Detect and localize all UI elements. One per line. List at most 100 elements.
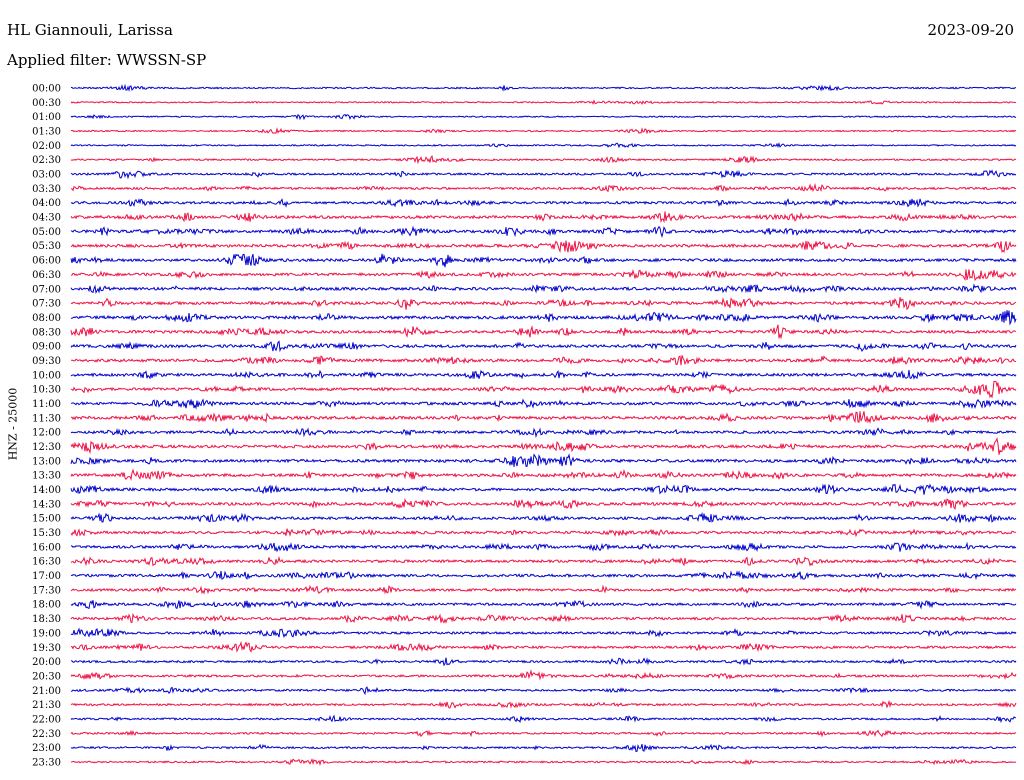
time-label: 18:00: [32, 600, 61, 611]
time-label: 05:30: [32, 241, 61, 252]
trace-line: [70, 437, 1017, 455]
time-label: 17:30: [32, 585, 61, 596]
trace-line: [70, 528, 1017, 538]
trace-line: [70, 669, 1017, 681]
trace-line: [70, 268, 1017, 282]
time-label: 06:00: [32, 256, 61, 267]
time-label: 14:30: [32, 499, 61, 510]
trace-line: [70, 182, 1016, 193]
time-label: 18:30: [32, 614, 61, 625]
time-label: 06:30: [32, 270, 61, 281]
trace-line: [70, 714, 1017, 724]
time-label: 09:30: [32, 356, 61, 367]
trace-line: [70, 211, 1017, 224]
trace-line: [70, 612, 1017, 624]
trace-line: [70, 599, 1017, 610]
time-label: 16:00: [32, 542, 61, 553]
time-label: 13:00: [32, 456, 61, 467]
trace-line: [70, 640, 1017, 653]
time-label: 11:00: [32, 399, 61, 410]
trace-line: [70, 483, 1017, 495]
trace-line: [70, 253, 1017, 268]
time-label: 20:30: [32, 671, 61, 682]
trace-line: [70, 340, 1017, 353]
trace-line: [70, 627, 1017, 639]
trace-line: [70, 657, 1017, 667]
time-label: 13:30: [32, 471, 61, 482]
time-label: 02:30: [32, 155, 61, 166]
time-label: 21:00: [32, 686, 61, 697]
trace-line: [70, 83, 1017, 92]
time-label: 15:30: [32, 528, 61, 539]
trace-line: [70, 758, 1016, 767]
time-label: 01:00: [32, 112, 61, 123]
time-label: 03:00: [32, 170, 61, 181]
date-label: 2023-09-20: [927, 21, 1014, 39]
time-label: 19:00: [32, 628, 61, 639]
trace-line: [71, 411, 1017, 425]
time-label: 00:00: [32, 84, 61, 95]
time-label: 09:00: [32, 342, 61, 353]
time-label: 04:00: [32, 198, 61, 209]
time-label: 19:30: [32, 643, 61, 654]
time-label: 10:30: [32, 385, 61, 396]
time-label: 01:30: [32, 127, 61, 138]
time-label: 14:00: [32, 485, 61, 496]
time-label: 15:00: [32, 514, 61, 525]
trace-line: [70, 198, 1017, 208]
trace-line: [70, 453, 1017, 467]
trace-line: [70, 283, 1017, 295]
time-label: 00:30: [32, 98, 61, 109]
trace-line: [70, 324, 1017, 340]
time-label: 05:00: [32, 227, 61, 238]
time-label: 07:00: [32, 284, 61, 295]
trace-line: [70, 511, 1017, 523]
trace-line: [70, 142, 1017, 149]
trace-line: [70, 686, 1017, 696]
trace-line: [70, 297, 1017, 311]
time-label: 11:30: [32, 413, 61, 424]
time-label: 12:30: [32, 442, 61, 453]
time-label: 04:30: [32, 213, 61, 224]
filter-label: Applied filter: WWSSN-SP: [7, 51, 207, 69]
time-label: 17:00: [32, 571, 61, 582]
time-label: 02:00: [32, 141, 61, 152]
trace-line: [70, 169, 1017, 180]
trace-line: [70, 584, 1017, 595]
trace-line: [70, 468, 1017, 481]
trace-line: [70, 225, 1016, 239]
time-label: 20:00: [32, 657, 61, 668]
trace-line: [70, 113, 1017, 121]
trace-line: [70, 155, 1017, 165]
trace-line: [70, 380, 1017, 399]
time-label: 21:30: [32, 700, 61, 711]
time-label: 22:30: [32, 729, 61, 740]
trace-line: [70, 240, 1017, 254]
trace-line: [70, 127, 1017, 135]
time-label: 23:30: [32, 757, 61, 768]
time-label: 12:00: [32, 428, 61, 439]
station-title: HL Giannouli, Larissa: [7, 21, 173, 39]
trace-line: [70, 729, 1017, 738]
trace-line: [70, 398, 1017, 410]
trace-line: [70, 555, 1017, 567]
trace-line: [70, 570, 1016, 581]
trace-line: [70, 427, 1017, 439]
time-label: 16:30: [32, 557, 61, 568]
trace-line: [71, 310, 1017, 326]
trace-line: [70, 699, 1017, 709]
trace-line: [70, 541, 1017, 553]
time-label: 08:30: [32, 327, 61, 338]
trace-line: [70, 497, 1017, 510]
trace-line: [70, 99, 1017, 105]
time-label: 23:00: [32, 743, 61, 754]
trace-line: [71, 355, 1017, 366]
time-label: 03:30: [32, 184, 61, 195]
time-label: 10:00: [32, 370, 61, 381]
time-label: 22:00: [32, 714, 61, 725]
time-label: 07:30: [32, 299, 61, 310]
time-label: 08:00: [32, 313, 61, 324]
trace-line: [70, 369, 1017, 380]
trace-line: [70, 743, 1017, 752]
